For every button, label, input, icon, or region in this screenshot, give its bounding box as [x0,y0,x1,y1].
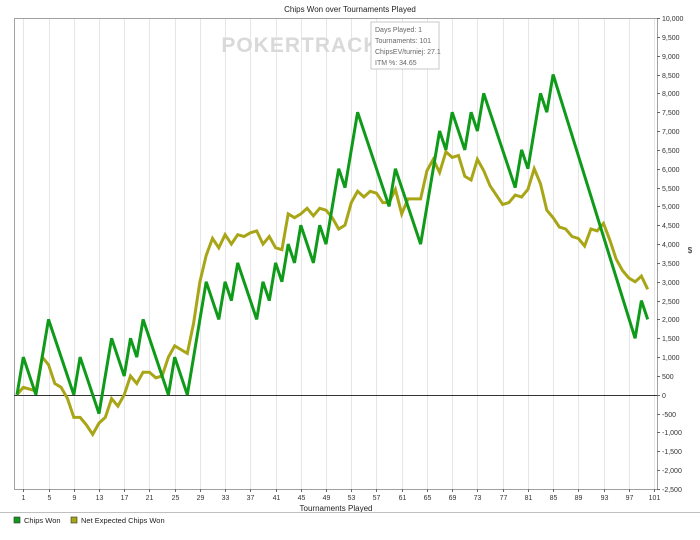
tooltip-line-days: Days Played: 1 [375,27,422,34]
tooltip-line-tournaments: Tournaments: 101 [375,38,431,45]
x-tick-label-49: 49 [323,495,331,502]
x-tick-label-33: 33 [222,495,230,502]
y-tick-label-2000: 2,000 [662,317,680,324]
y-tick-label-1000: 1,000 [662,355,680,362]
y-tick-label--2000: -2,000 [662,468,682,475]
y-tick-label-9500: 9,500 [662,35,680,42]
x-tick-label-41: 41 [273,495,281,502]
x-tick-label-101: 101 [649,495,661,502]
y-tick-label-8000: 8,000 [662,91,680,98]
x-tick-label-61: 61 [399,495,407,502]
y-tick-label-5000: 5,000 [662,204,680,211]
x-tick-label-5: 5 [48,495,52,502]
y-tick-label-7000: 7,000 [662,129,680,136]
x-tick-label-25: 25 [172,495,180,502]
tooltip-line-itm: ITM %: 34.65 [375,60,417,67]
x-tick-label-1: 1 [22,495,26,502]
y-tick-label-0: 0 [662,393,666,400]
y-tick-label-9000: 9,000 [662,54,680,61]
y-tick-label-2500: 2,500 [662,299,680,306]
x-tick-label-37: 37 [247,495,255,502]
x-tick-label-53: 53 [348,495,356,502]
x-tick-label-21: 21 [146,495,154,502]
y-axis-title: $ [688,246,693,255]
x-tick-label-77: 77 [500,495,508,502]
plot-area [14,18,658,490]
x-tick-label-93: 93 [601,495,609,502]
y-axis: -2,500 -2,000 -1,500 -1,000 -500 0 500 1,000 1,5… [657,16,684,494]
y-tick-label-4500: 4,500 [662,223,680,230]
series-layer [15,74,650,438]
legend-label-net-expected: Net Expected Chips Won [81,516,165,525]
x-tick-label-29: 29 [197,495,205,502]
legend-swatch-chips-won [13,516,21,524]
tooltip-line-chipsev: ChipsEV/turniej: 27.1 [375,49,441,56]
x-tick-label-69: 69 [449,495,457,502]
legend-swatch-net-expected [70,516,78,524]
x-tick-label-85: 85 [550,495,558,502]
series-line-net-expected-chips-won [15,149,650,438]
tooltip-box [370,21,440,70]
y-tick-label-4000: 4,000 [662,242,680,249]
x-tick-label-65: 65 [424,495,432,502]
x-tick-label-17: 17 [121,495,129,502]
x-tick-label-73: 73 [474,495,482,502]
y-tick-label-1500: 1,500 [662,336,680,343]
y-tick-label-6000: 6,000 [662,167,680,174]
y-tick-label--1500: -1,500 [662,449,682,456]
y-tick-label--2500: -2,500 [662,487,682,494]
x-tick-label-57: 57 [373,495,381,502]
grid [23,18,655,489]
legend: Chips Won Net Expected Chips Won [13,516,165,525]
x-tick-label-13: 13 [96,495,104,502]
y-tick-label--1000: -1,000 [662,430,682,437]
y-tick-label-10000: 10,000 [662,16,684,23]
y-tick-label--500: -500 [662,412,676,419]
y-tick-label-7500: 7,500 [662,110,680,117]
x-axis-title: Tournaments Played [300,504,373,513]
watermark-logo: POKERTRACKER [221,34,410,57]
x-tick-label-81: 81 [525,495,533,502]
x-tick-label-45: 45 [298,495,306,502]
y-tick-label-500: 500 [662,374,674,381]
y-tick-label-6500: 6,500 [662,148,680,155]
y-tick-label-3500: 3,500 [662,261,680,268]
x-tick-label-9: 9 [73,495,77,502]
series-line-chips-won [15,74,650,415]
y-tick-label-5500: 5,500 [662,186,680,193]
legend-label-chips-won: Chips Won [24,516,61,525]
y-tick-label-3000: 3,000 [662,280,680,287]
y-tick-label-8500: 8,500 [662,73,680,80]
x-tick-label-97: 97 [626,495,634,502]
x-axis: 1 5 9 13 17 21 25 29 33 37 41 45 49 53 57 61 65 69 73 77 81 8… [22,489,661,502]
chart-title: Chips Won over Tournaments Played [284,5,416,14]
x-tick-label-89: 89 [575,495,583,502]
tooltip: Days Played: 1 Tournaments: 101 ChipsEV/… [370,21,441,70]
